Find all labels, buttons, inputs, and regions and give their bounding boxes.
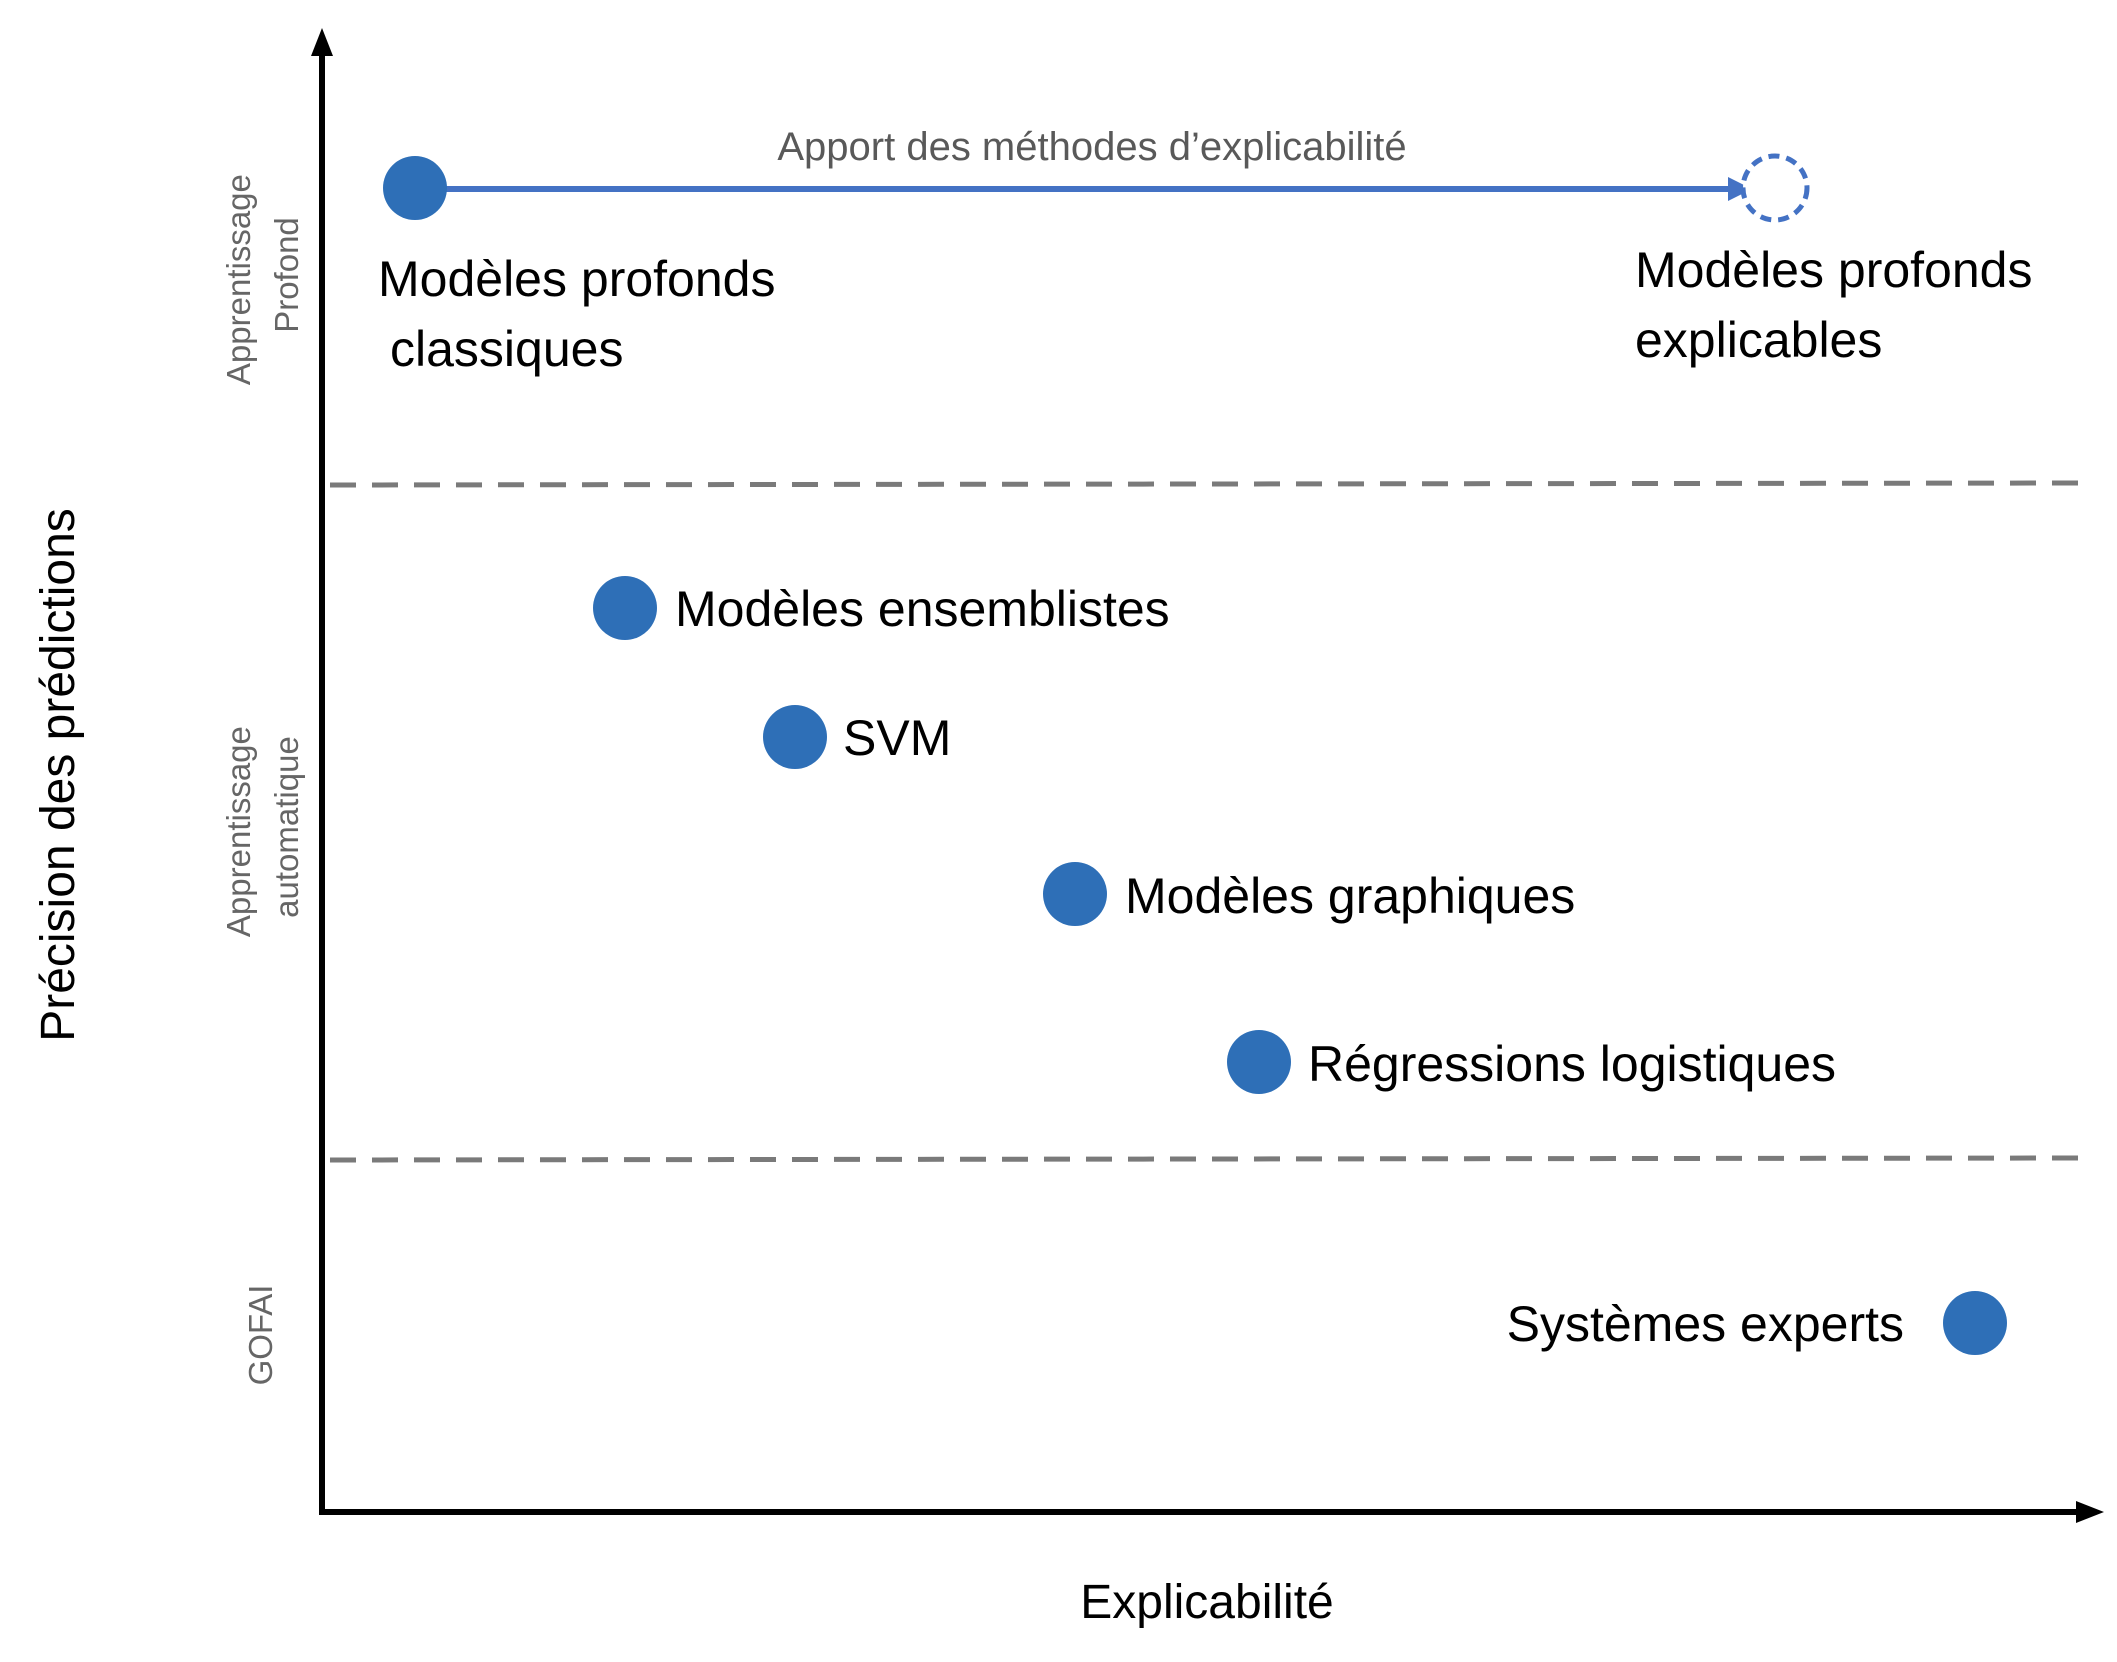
band-label-line: Profond — [268, 217, 305, 333]
band-label-gofai: GOFAI — [242, 1285, 279, 1386]
label-svm: SVM — [843, 710, 951, 766]
point-graphical-models — [1043, 862, 1107, 926]
point-expert-systems — [1943, 1291, 2007, 1355]
label-line: Modèles profonds — [1635, 242, 2032, 298]
label-line: Modèles profonds — [378, 251, 775, 307]
label-logistic-regressions: Régressions logistiques — [1308, 1036, 1836, 1092]
point-svm — [763, 705, 827, 769]
band-label-machine-learning: Apprentissage automatique — [220, 717, 305, 937]
y-axis-arrowhead — [311, 28, 333, 56]
label-ensemble-models: Modèles ensemblistes — [675, 581, 1170, 637]
band-label-line: GOFAI — [242, 1285, 279, 1386]
band-label-line: Apprentissage — [220, 174, 257, 385]
point-logistic-regressions — [1227, 1030, 1291, 1094]
y-axis-title: Précision des prédictions — [32, 508, 85, 1042]
label-graphical-models: Modèles graphiques — [1125, 868, 1575, 924]
band-divider-upper — [329, 480, 2086, 488]
svg-text:Apprentissage automatiqu: Apprentissage automatique — [220, 717, 305, 937]
label-line: classiques — [390, 321, 623, 377]
x-axis-arrowhead — [2076, 1501, 2104, 1523]
label-line: explicables — [1635, 312, 1882, 368]
band-divider-lower — [329, 1155, 2086, 1163]
label-explainable-deep-models: Modèles profonds explicables — [1635, 242, 2046, 368]
label-classic-deep-models: Modèles profonds classiques — [378, 251, 789, 377]
point-classic-deep-models — [383, 156, 447, 220]
band-label-line: automatique — [268, 736, 305, 918]
svg-text:Apprentissage Profond: Apprentissage Profond — [220, 165, 305, 385]
label-expert-systems: Systèmes experts — [1507, 1296, 1904, 1352]
x-axis-title: Explicabilité — [1080, 1576, 1333, 1629]
point-ensemble-models — [593, 576, 657, 640]
band-label-deep-learning: Apprentissage Profond — [220, 165, 305, 385]
explainability-arrow-head — [1728, 177, 1752, 201]
explainability-arrow-label: Apport des méthodes d’explicabilité — [777, 125, 1406, 169]
band-label-line: Apprentissage — [220, 726, 257, 937]
point-explainable-deep-models — [1740, 153, 1810, 223]
